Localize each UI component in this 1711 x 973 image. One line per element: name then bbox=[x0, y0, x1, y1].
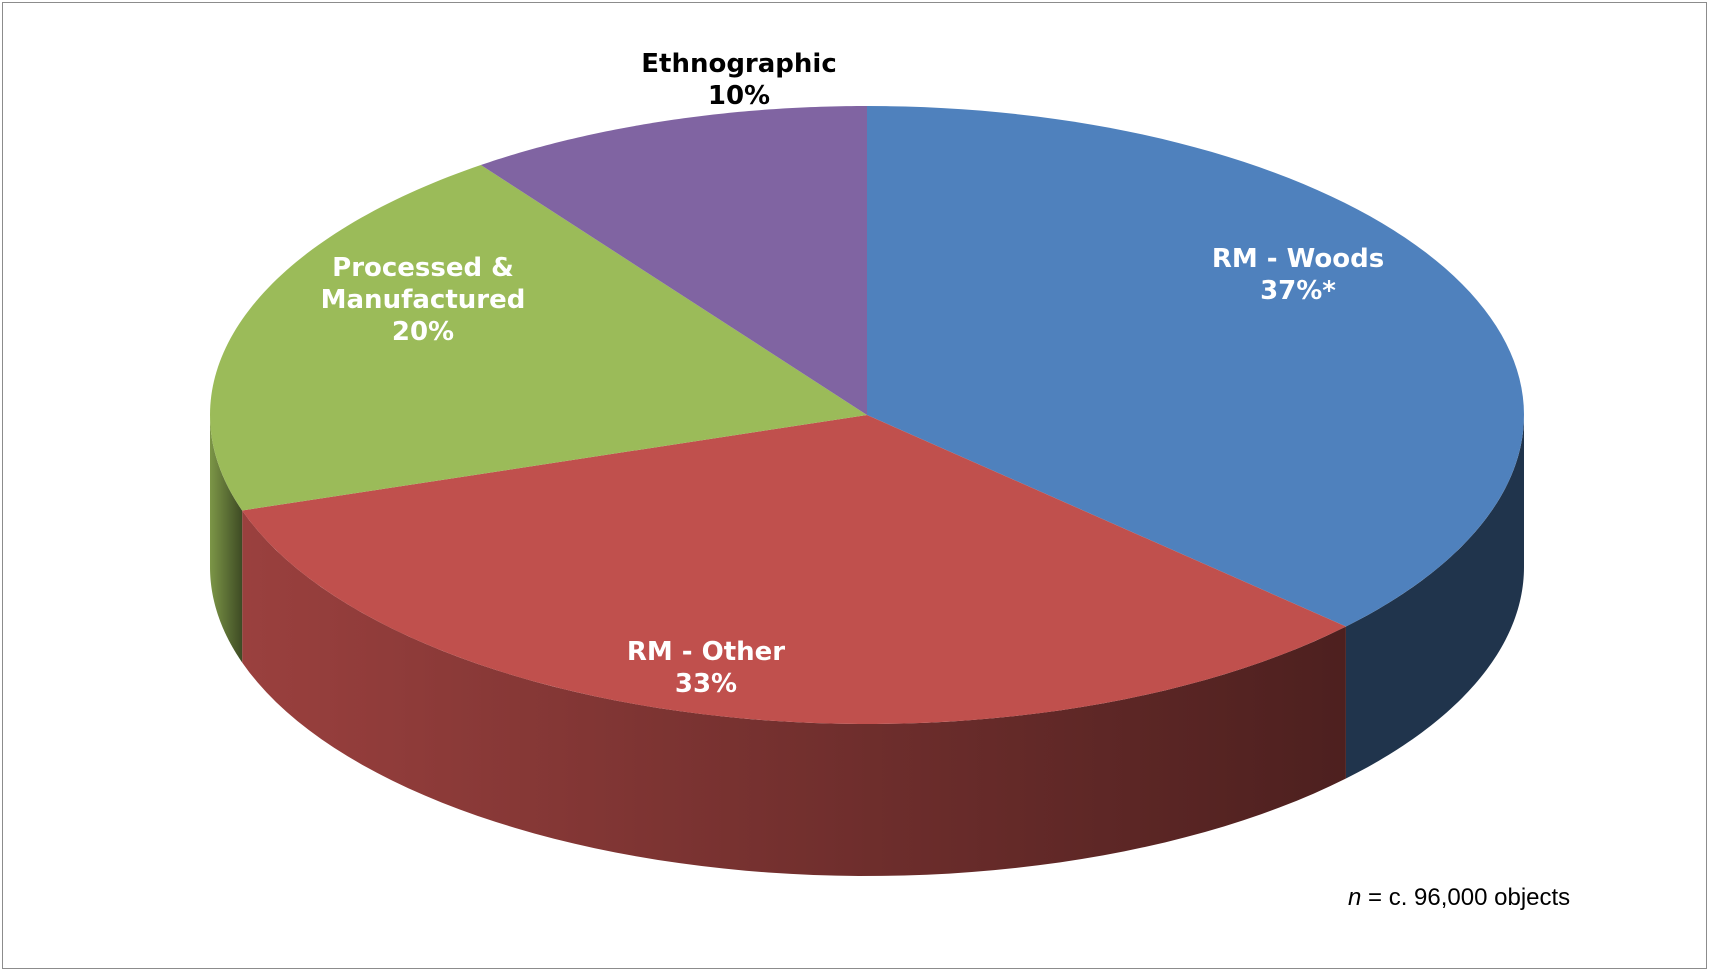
annotation-text: = c. 96,000 objects bbox=[1368, 884, 1571, 911]
value-label: 37%* bbox=[1260, 276, 1336, 306]
slice bbox=[210, 165, 867, 511]
value-label: 10% bbox=[707, 81, 771, 111]
slice bbox=[480, 106, 867, 415]
value-label: 33% bbox=[674, 669, 738, 699]
slice bbox=[867, 106, 1524, 627]
category-label: Processed & Manufactured bbox=[320, 253, 526, 315]
category-label: Ethnographic bbox=[641, 49, 837, 79]
slice-side bbox=[210, 415, 243, 663]
value-label: 20% bbox=[391, 317, 455, 347]
slice-label: RM - Other 33% bbox=[586, 636, 826, 700]
category-label: RM - Other bbox=[626, 637, 786, 667]
slice-label: Processed & Manufactured 20% bbox=[303, 252, 543, 348]
slice-side bbox=[1345, 415, 1524, 779]
annotation-variable: n bbox=[1348, 884, 1362, 911]
slice bbox=[242, 415, 1346, 724]
slice-label: Ethnographic 10% bbox=[619, 48, 859, 112]
slice-label: RM - Woods 37%* bbox=[1178, 243, 1418, 307]
annotation: n = c. 96,000 objects bbox=[1348, 884, 1570, 912]
slice-side bbox=[242, 510, 1346, 876]
category-label: RM - Woods bbox=[1211, 244, 1385, 274]
